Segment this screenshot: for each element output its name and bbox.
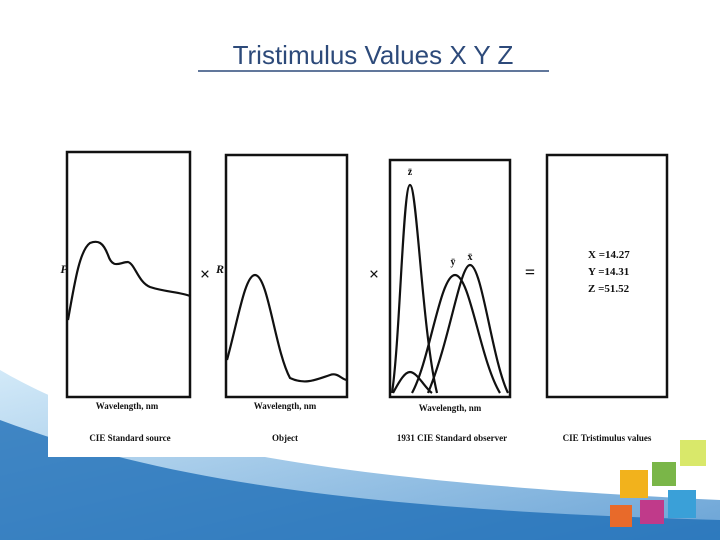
slide-title: Tristimulus Values X Y Z: [233, 40, 514, 70]
tristimulus-value: Z =51.52: [588, 283, 630, 295]
x-label: Wavelength, nm: [419, 403, 482, 413]
x-curve: [426, 263, 509, 394]
panel-frame: [224, 153, 349, 399]
curve-label: x̄: [468, 252, 473, 263]
x-label: Wavelength, nm: [254, 401, 317, 411]
caption: CIE Tristimulus values: [563, 433, 652, 443]
tristimulus-value: X =14.27: [588, 249, 630, 261]
x-label: Wavelength, nm: [96, 401, 159, 411]
axis-label: R: [215, 262, 224, 276]
tristimulus-value: Y =14.31: [588, 266, 629, 278]
tiles: [610, 440, 706, 527]
caption: CIE Standard source: [89, 433, 170, 443]
operator: ×: [200, 264, 210, 284]
figure-bg: [48, 130, 560, 457]
object-curve: [225, 273, 348, 383]
x-curve-bump: [392, 370, 433, 394]
curve-label: z̄: [408, 167, 413, 178]
source-curve: [66, 240, 191, 321]
panel-frame: [65, 150, 192, 399]
y-curve: [411, 273, 501, 394]
panel-frame: [545, 153, 669, 399]
operator: ×: [369, 264, 379, 284]
axis-label: P: [60, 262, 68, 276]
z-curve: [390, 183, 439, 394]
operator: =: [525, 262, 535, 282]
curve-label: ȳ: [451, 257, 456, 268]
swoosh: [0, 420, 720, 540]
caption: Object: [272, 433, 298, 443]
panel-frame: [388, 158, 512, 399]
caption: 1931 CIE Standard observer: [397, 433, 507, 443]
